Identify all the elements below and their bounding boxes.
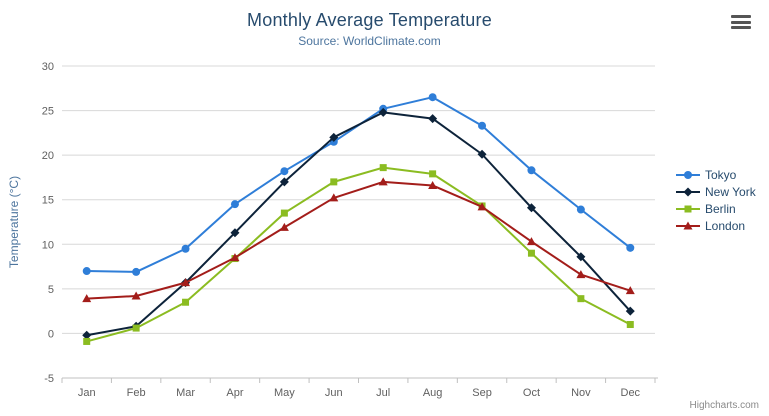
legend-item-tokyo[interactable]: Tokyo — [676, 166, 756, 183]
x-axis-tick-label: Dec — [621, 387, 641, 399]
data-point[interactable] — [379, 164, 387, 172]
chart-title: Monthly Average Temperature — [247, 10, 492, 30]
legend-item-berlin[interactable]: Berlin — [676, 200, 756, 217]
legend-label: Berlin — [705, 201, 736, 216]
y-axis-tick-label: 25 — [42, 106, 54, 118]
series-line-london — [85, 180, 632, 300]
data-point[interactable] — [576, 270, 586, 279]
x-axis-tick-label: Oct — [523, 387, 540, 399]
legend-label: New York — [705, 184, 756, 199]
context-menu-button[interactable] — [731, 15, 751, 29]
x-axis-tick-label: Sep — [472, 387, 492, 399]
data-point[interactable] — [181, 278, 191, 287]
data-point[interactable] — [280, 167, 289, 176]
y-axis-tick-label: 30 — [42, 61, 54, 73]
x-axis-tick-label: Nov — [571, 387, 591, 399]
x-axis-tick-label: Feb — [127, 387, 146, 399]
data-point[interactable] — [626, 243, 635, 252]
data-point[interactable] — [329, 132, 339, 142]
y-axis-tick-label: 15 — [42, 195, 54, 207]
legend-label: Tokyo — [705, 167, 737, 182]
data-point[interactable] — [428, 114, 438, 124]
y-axis-tick-label: 0 — [48, 328, 54, 340]
legend-marker-icon — [676, 170, 700, 179]
data-point[interactable] — [576, 205, 585, 214]
data-point[interactable] — [280, 209, 288, 217]
y-axis-tick-label: 5 — [48, 284, 54, 296]
x-axis-tick-label: Mar — [176, 387, 195, 399]
data-point[interactable] — [527, 166, 536, 175]
y-axis-tick-label: 20 — [42, 150, 54, 162]
data-point[interactable] — [132, 267, 141, 276]
data-point[interactable] — [526, 203, 536, 213]
data-point[interactable] — [477, 149, 487, 159]
data-point[interactable] — [378, 107, 388, 117]
data-point[interactable] — [625, 306, 635, 316]
data-point[interactable] — [329, 193, 339, 202]
chart-subtitle: Source: WorldClimate.com — [298, 34, 441, 48]
data-point[interactable] — [526, 237, 536, 246]
series-line-tokyo — [85, 96, 632, 273]
series-line-berlin — [85, 166, 632, 343]
legend-marker-icon — [676, 221, 700, 229]
data-point[interactable] — [230, 228, 240, 238]
data-point[interactable] — [82, 267, 91, 276]
data-point[interactable] — [181, 244, 190, 253]
data-point[interactable] — [429, 170, 437, 178]
y-axis-tick-label: 10 — [42, 239, 54, 251]
x-axis-tick-label: Aug — [423, 387, 443, 399]
x-axis-tick-label: Jun — [325, 387, 343, 399]
hamburger-icon — [731, 26, 751, 29]
data-point[interactable] — [626, 321, 634, 329]
data-point[interactable] — [478, 121, 487, 130]
data-point[interactable] — [576, 252, 586, 262]
credits-link[interactable]: Highcharts.com — [689, 400, 759, 411]
y-axis-title: Temperature (°C) — [7, 176, 21, 268]
data-point[interactable] — [82, 294, 92, 303]
legend-label: London — [705, 218, 746, 233]
data-point[interactable] — [230, 253, 240, 262]
legend-item-new-york[interactable]: New York — [676, 183, 756, 200]
legend-marker-icon — [676, 187, 700, 196]
data-point[interactable] — [230, 200, 239, 209]
data-point[interactable] — [378, 177, 388, 186]
data-point[interactable] — [428, 93, 437, 102]
legend-marker-icon — [676, 205, 700, 212]
hamburger-icon — [731, 15, 751, 18]
data-point[interactable] — [330, 178, 338, 186]
legend-item-london[interactable]: London — [676, 217, 756, 234]
data-point[interactable] — [279, 222, 289, 231]
data-point[interactable] — [477, 202, 487, 211]
hamburger-icon — [731, 20, 751, 24]
data-point[interactable] — [131, 291, 141, 300]
data-point[interactable] — [577, 295, 585, 303]
data-point[interactable] — [625, 286, 635, 295]
data-point[interactable] — [132, 324, 140, 332]
data-point[interactable] — [182, 298, 190, 306]
series-line-new-york — [85, 111, 632, 337]
y-axis-tick-label: -5 — [44, 373, 54, 385]
data-point[interactable] — [83, 337, 91, 345]
legend: Tokyo New York Berlin London — [676, 166, 756, 234]
data-point[interactable] — [82, 330, 92, 340]
x-axis-tick-label: Jan — [78, 387, 96, 399]
data-point[interactable] — [527, 249, 535, 257]
x-axis-tick-label: May — [274, 387, 295, 399]
data-point[interactable] — [279, 177, 289, 187]
x-axis-tick-label: Apr — [226, 387, 243, 399]
x-axis-tick-label: Jul — [376, 387, 390, 399]
data-point[interactable] — [428, 180, 438, 189]
